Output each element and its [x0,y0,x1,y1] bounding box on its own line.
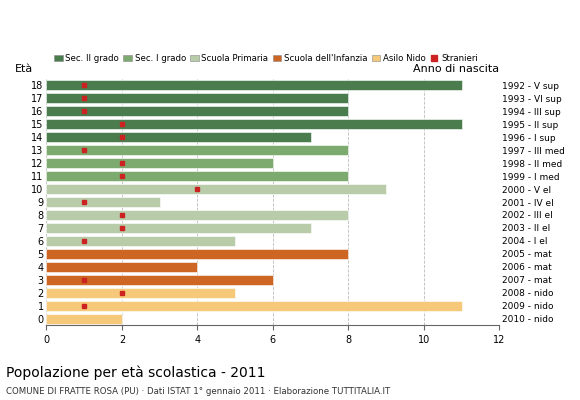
Bar [46,119,462,129]
Bar [46,301,462,311]
Bar [46,314,122,324]
Bar [46,145,349,155]
Bar [46,197,160,207]
Bar [46,210,349,220]
Bar [46,106,349,116]
Bar [46,236,235,246]
Bar [46,132,311,142]
Bar [46,93,349,103]
Bar [46,262,197,272]
Text: Popolazione per età scolastica - 2011: Popolazione per età scolastica - 2011 [6,366,265,380]
Bar [46,158,273,168]
Bar [46,184,386,194]
Text: Età: Età [14,64,33,74]
Bar [46,80,462,90]
Text: Anno di nascita: Anno di nascita [413,64,499,74]
Bar [46,223,311,233]
Bar [46,288,235,298]
Legend: Sec. II grado, Sec. I grado, Scuola Primaria, Scuola dell'Infanzia, Asilo Nido, : Sec. II grado, Sec. I grado, Scuola Prim… [51,51,481,67]
Bar [46,249,349,259]
Bar [46,171,349,181]
Text: COMUNE DI FRATTE ROSA (PU) · Dati ISTAT 1° gennaio 2011 · Elaborazione TUTTITALI: COMUNE DI FRATTE ROSA (PU) · Dati ISTAT … [6,387,390,396]
Bar [46,275,273,285]
